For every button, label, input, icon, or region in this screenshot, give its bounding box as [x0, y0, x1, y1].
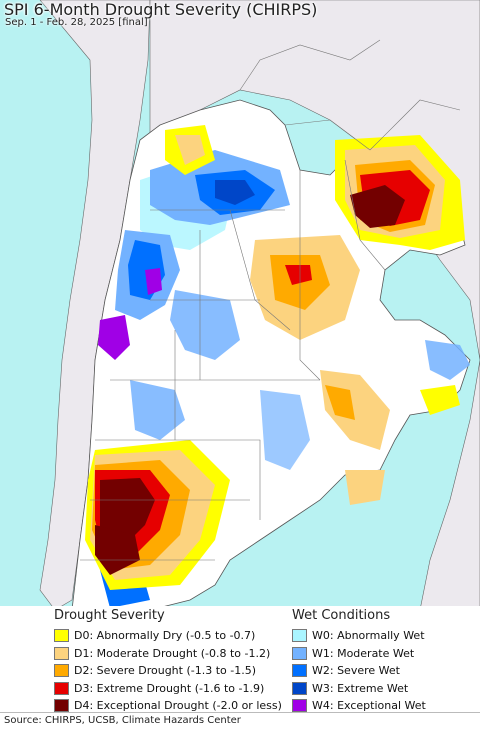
legend-item-w1: W1: Moderate Wet: [292, 645, 426, 663]
dry-d4-paraguay: [350, 185, 405, 228]
map-graphic: [39, 0, 480, 610]
legend-label-w3: W3: Extreme Wet: [312, 681, 409, 695]
legend-label-d3: D3: Extreme Drought (-1.6 to -1.9): [74, 681, 265, 695]
wet-w1-south: [130, 380, 185, 440]
drought-map: SPI 6-Month Drought Severity (CHIRPS) Se…: [0, 0, 480, 610]
dry-d2-mesopotamia: [325, 385, 355, 420]
wet-w4-west: [98, 315, 130, 360]
wet-legend: Wet Conditions W0: Abnormally Wet W1: Mo…: [292, 608, 426, 715]
swatch-d0: [54, 629, 69, 643]
swatch-w4: [292, 699, 307, 713]
legend-item-d4: D4: Exceptional Drought (-2.0 or less): [54, 697, 282, 715]
swatch-d3: [54, 681, 69, 695]
swatch-d1: [54, 646, 69, 660]
swatch-w3: [292, 681, 307, 695]
legend-item-d1: D1: Moderate Drought (-0.8 to -1.2): [54, 645, 282, 663]
legend-item-w2: W2: Severe Wet: [292, 662, 426, 680]
dry-d3-chaco: [285, 265, 312, 285]
legend-label-d2: D2: Severe Drought (-1.3 to -1.5): [74, 664, 257, 678]
drought-legend: Drought Severity D0: Abnormally Dry (-0.…: [54, 608, 282, 715]
legend-item-d0: D0: Abnormally Dry (-0.5 to -0.7): [54, 627, 282, 645]
legend-label-w1: W1: Moderate Wet: [312, 646, 415, 660]
legend-label-d4: D4: Exceptional Drought (-2.0 or less): [74, 699, 282, 713]
bolivia-borders: [239, 39, 461, 151]
swatch-w2: [292, 664, 307, 678]
province-borders: [80, 159, 386, 561]
map-title: SPI 6-Month Drought Severity (CHIRPS): [4, 0, 318, 19]
swatch-w1: [292, 646, 307, 660]
footer: Source: CHIRPS, UCSB, Climate Hazards Ce…: [0, 712, 480, 731]
legend-item-d3: D3: Extreme Drought (-1.6 to -1.9): [54, 680, 282, 698]
swatch-d2: [54, 664, 69, 678]
legend-label-w2: W2: Severe Wet: [312, 664, 400, 678]
dry-d4-patagonia-south: [95, 525, 140, 575]
legend-label-w4: W4: Exceptional Wet: [312, 699, 426, 713]
wet-w3-north: [215, 180, 255, 205]
legend-item-w0: W0: Abnormally Wet: [292, 627, 426, 645]
dry-d1-north: [175, 135, 205, 165]
source-text: Source: CHIRPS, UCSB, Climate Hazards Ce…: [4, 715, 241, 726]
legend-label-w0: W0: Abnormally Wet: [312, 629, 425, 643]
legend-item-w4: W4: Exceptional Wet: [292, 697, 426, 715]
dry-d4-patagonia: [100, 478, 155, 545]
drought-legend-heading: Drought Severity: [54, 608, 165, 623]
chile-territory: [39, 0, 151, 610]
wet-w1-center: [170, 290, 240, 360]
legend-label-d0: D0: Abnormally Dry (-0.5 to -0.7): [74, 629, 256, 643]
dry-d1-pampas: [345, 470, 385, 505]
wet-w4-north: [145, 268, 162, 295]
wet-legend-heading: Wet Conditions: [292, 608, 391, 623]
wet-w1-east: [260, 390, 310, 470]
dry-d0-uruguay: [420, 385, 460, 415]
swatch-d4: [54, 699, 69, 713]
legend-item-w3: W3: Extreme Wet: [292, 680, 426, 698]
legend-label-d1: D1: Moderate Drought (-0.8 to -1.2): [74, 646, 271, 660]
map-subtitle: Sep. 1 - Feb. 28, 2025 [final]: [5, 17, 148, 28]
legend-item-d2: D2: Severe Drought (-1.3 to -1.5): [54, 662, 282, 680]
wet-w1-uruguay: [425, 340, 470, 380]
legend: Drought Severity D0: Abnormally Dry (-0.…: [0, 606, 480, 713]
swatch-w0: [292, 629, 307, 643]
